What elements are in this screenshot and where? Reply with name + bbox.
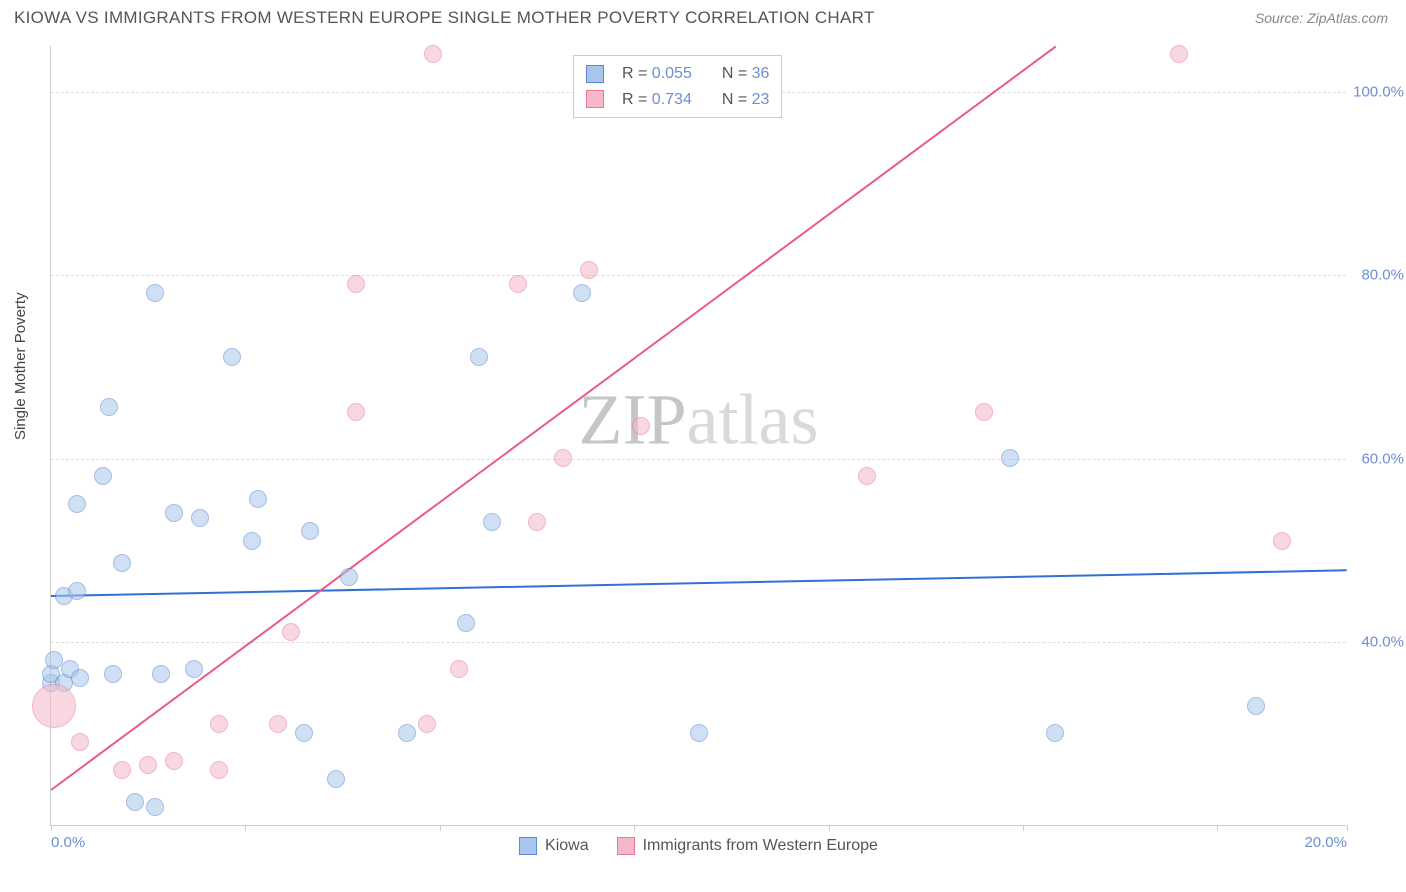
data-point <box>223 348 241 366</box>
data-point <box>301 522 319 540</box>
data-point <box>282 623 300 641</box>
data-point <box>45 651 63 669</box>
y-tick-label: 40.0% <box>1361 634 1404 651</box>
data-point <box>139 756 157 774</box>
y-axis-label: Single Mother Poverty <box>12 292 29 440</box>
data-point <box>424 45 442 63</box>
chart-container: Single Mother Poverty ZIPatlas R = 0.055… <box>14 40 1392 880</box>
data-point <box>152 665 170 683</box>
chart-title: KIOWA VS IMMIGRANTS FROM WESTERN EUROPE … <box>14 8 875 28</box>
y-tick-label: 80.0% <box>1361 267 1404 284</box>
data-point <box>71 733 89 751</box>
x-tick-label: 0.0% <box>51 834 85 851</box>
data-point <box>457 614 475 632</box>
data-point <box>146 798 164 816</box>
x-tick <box>1347 825 1348 831</box>
x-tick <box>1217 825 1218 831</box>
data-point <box>509 275 527 293</box>
data-point <box>347 403 365 421</box>
trend-line <box>50 46 1056 791</box>
data-point <box>100 398 118 416</box>
gridline <box>51 459 1346 460</box>
data-point <box>554 449 572 467</box>
data-point <box>858 467 876 485</box>
data-point <box>470 348 488 366</box>
x-tick <box>245 825 246 831</box>
data-point <box>975 403 993 421</box>
x-tick <box>51 825 52 831</box>
data-point <box>580 261 598 279</box>
data-point <box>32 684 76 728</box>
data-point <box>1273 532 1291 550</box>
data-point <box>1247 697 1265 715</box>
data-point <box>210 761 228 779</box>
legend-row-immigrants: R = 0.734 N = 23 <box>586 87 769 113</box>
data-point <box>398 724 416 742</box>
data-point <box>68 582 86 600</box>
data-point <box>483 513 501 531</box>
y-tick-label: 60.0% <box>1361 450 1404 467</box>
data-point <box>146 284 164 302</box>
swatch-immigrants <box>586 90 604 108</box>
data-point <box>1170 45 1188 63</box>
data-point <box>418 715 436 733</box>
data-point <box>1001 449 1019 467</box>
data-point <box>450 660 468 678</box>
data-point <box>185 660 203 678</box>
legend-row-kiowa: R = 0.055 N = 36 <box>586 61 769 87</box>
x-tick-label: 20.0% <box>1304 834 1347 851</box>
data-point <box>295 724 313 742</box>
source-attribution: Source: ZipAtlas.com <box>1255 10 1388 26</box>
swatch-kiowa-bottom <box>519 837 537 855</box>
data-point <box>210 715 228 733</box>
data-point <box>573 284 591 302</box>
data-point <box>165 504 183 522</box>
data-point <box>165 752 183 770</box>
data-point <box>243 532 261 550</box>
trend-line <box>51 569 1347 597</box>
data-point <box>126 793 144 811</box>
x-tick <box>1023 825 1024 831</box>
swatch-immigrants-bottom <box>617 837 635 855</box>
plot-area: ZIPatlas R = 0.055 N = 36 R = 0.734 N = … <box>50 46 1346 826</box>
data-point <box>340 568 358 586</box>
data-point <box>113 761 131 779</box>
data-point <box>71 669 89 687</box>
data-point <box>249 490 267 508</box>
correlation-legend: R = 0.055 N = 36 R = 0.734 N = 23 <box>573 55 782 118</box>
legend-item-immigrants: Immigrants from Western Europe <box>617 837 878 855</box>
legend-item-kiowa: Kiowa <box>519 837 589 855</box>
series-legend: Kiowa Immigrants from Western Europe <box>51 837 1346 855</box>
data-point <box>269 715 287 733</box>
data-point <box>191 509 209 527</box>
data-point <box>94 467 112 485</box>
data-point <box>104 665 122 683</box>
data-point <box>690 724 708 742</box>
x-tick <box>634 825 635 831</box>
swatch-kiowa <box>586 65 604 83</box>
data-point <box>347 275 365 293</box>
watermark: ZIPatlas <box>579 378 819 461</box>
gridline <box>51 275 1346 276</box>
data-point <box>113 554 131 572</box>
data-point <box>68 495 86 513</box>
data-point <box>632 417 650 435</box>
y-tick-label: 100.0% <box>1353 83 1404 100</box>
data-point <box>327 770 345 788</box>
x-tick <box>829 825 830 831</box>
data-point <box>528 513 546 531</box>
x-tick <box>440 825 441 831</box>
data-point <box>1046 724 1064 742</box>
